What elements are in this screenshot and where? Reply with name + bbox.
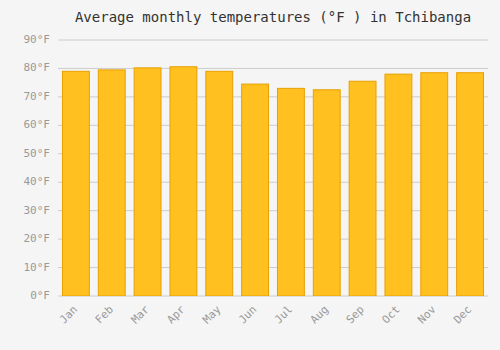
y-tick-label: 20°F <box>24 232 51 245</box>
x-tick-label: Apr <box>164 303 188 327</box>
x-tick-label: Feb <box>93 303 116 326</box>
x-tick-label: Nov <box>415 303 439 327</box>
y-tick-label: 40°F <box>24 175 51 188</box>
y-tick-label: 10°F <box>24 261 51 274</box>
x-tick-label: Dec <box>451 303 474 326</box>
bar <box>385 74 412 296</box>
x-tick-label: Jul <box>272 303 295 326</box>
y-tick-label: 80°F <box>24 61 51 74</box>
x-tick-label: Jun <box>236 303 259 326</box>
background <box>0 0 500 350</box>
y-tick-label: 70°F <box>24 90 51 103</box>
x-tick-label: Mar <box>129 303 153 327</box>
x-tick-label: Jan <box>57 303 80 326</box>
y-tick-label: 60°F <box>24 118 51 131</box>
y-tick-label: 50°F <box>24 147 51 160</box>
y-tick-labels: 0°F 10°F 20°F 30°F 40°F 50°F 60°F 70°F 80°F 90°F <box>24 33 51 302</box>
bar <box>313 90 340 296</box>
x-tick-labels: Jan Feb Mar Apr May Jun Jul Aug Sep Oct Nov Dec <box>57 303 474 327</box>
y-tick-label: 30°F <box>24 204 51 217</box>
bars <box>62 67 483 296</box>
x-tick-label: Sep <box>344 303 367 326</box>
bar <box>134 68 161 296</box>
x-tick-label: Aug <box>308 303 331 326</box>
bar <box>457 73 484 296</box>
x-tick-label: May <box>200 303 224 327</box>
grid-line <box>58 68 488 69</box>
bar <box>277 88 304 296</box>
bar <box>421 73 448 296</box>
bar <box>349 81 376 296</box>
x-tick-label: Oct <box>379 303 402 326</box>
bar <box>242 84 269 296</box>
bar <box>62 71 89 296</box>
chart-container: Average monthly temperatures (°F ) in Tc… <box>0 0 500 350</box>
chart-svg: Average monthly temperatures (°F ) in Tc… <box>0 0 500 350</box>
y-tick-label: 0°F <box>30 289 50 302</box>
bar <box>98 70 125 296</box>
bar <box>170 67 197 296</box>
grid-line <box>58 40 488 41</box>
chart-title: Average monthly temperatures (°F ) in Tc… <box>75 9 471 25</box>
bar <box>206 71 233 296</box>
y-grid <box>58 40 488 296</box>
y-tick-label: 90°F <box>24 33 51 46</box>
